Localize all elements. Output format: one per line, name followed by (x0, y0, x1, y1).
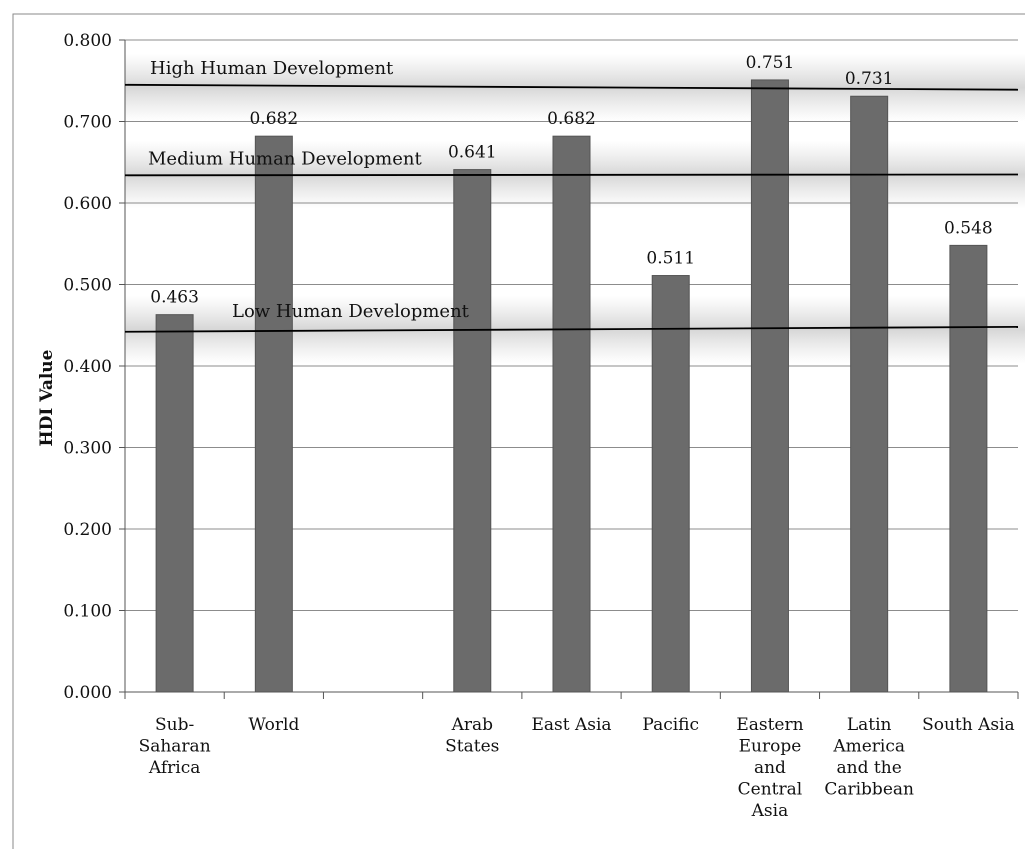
x-tick-label-line: Arab (451, 715, 494, 735)
x-tick-label-line: Eastern (736, 715, 803, 735)
x-tick-label-line: Pacific (642, 715, 699, 735)
bar (453, 169, 492, 693)
bar (949, 244, 988, 693)
y-tick-label: 0.700 (63, 113, 112, 133)
data-label: 0.682 (249, 109, 298, 129)
bars (155, 79, 988, 693)
bar (850, 95, 889, 693)
x-tick-label-line: Latin (847, 715, 892, 735)
data-label: 0.548 (944, 218, 993, 238)
bar (750, 79, 789, 693)
x-tick-label: Pacific (642, 715, 699, 735)
data-label: 0.463 (150, 288, 199, 308)
y-axis-label: HDI Value (37, 349, 57, 446)
bar (552, 135, 591, 693)
x-tick-labels: Sub-Saharan Africa World Arab States East Asi… (139, 715, 1015, 821)
data-labels: 0.463 0.682 0.641 0.682 0.511 0.751 0.731 0.548 (150, 53, 992, 308)
x-tick-label: South Asia (922, 715, 1015, 735)
x-tick-label: Arab States (445, 715, 499, 757)
reference-line-1 (124, 173, 1019, 177)
data-label: 0.511 (646, 249, 695, 269)
x-tick-label-line: Europe (739, 737, 802, 757)
y-tick-label: 0.400 (63, 357, 112, 377)
reference-line-label: Medium Human Development (148, 148, 422, 169)
data-label: 0.731 (845, 69, 894, 89)
x-tick-label: East Asia (531, 715, 611, 735)
x-tick-label-line: East Asia (531, 715, 611, 735)
data-label: 0.641 (448, 143, 497, 163)
x-tick-label-line: and the (837, 758, 902, 778)
reference-lines: High Human Development Medium Human Devel… (124, 58, 1019, 333)
reference-line-2 (124, 325, 1019, 333)
x-tick-label-line: Sub- (155, 715, 194, 735)
x-tick-label-line: Africa (148, 758, 201, 778)
y-tick-label: 0.200 (63, 520, 112, 540)
x-tick-label-line: South Asia (922, 715, 1015, 735)
x-tick-label-line: and (754, 758, 786, 778)
axes (119, 39, 1019, 699)
x-tick-label-line: Central (738, 780, 803, 800)
y-tick-labels: 0.000 0.100 0.200 0.300 0.400 0.500 0.600 0.700… (63, 31, 112, 703)
x-tick-label-line: Caribbean (824, 780, 914, 800)
y-tick-label: 0.000 (63, 683, 112, 703)
reference-line-0 (124, 83, 1019, 91)
data-label: 0.751 (746, 53, 795, 73)
x-tick-label: Sub-Saharan Africa (139, 715, 211, 778)
x-tick-label-line: America (832, 737, 905, 757)
y-tick-label: 0.300 (63, 439, 112, 459)
x-tick-label-line: States (445, 737, 499, 757)
y-tick-label: 0.800 (63, 31, 112, 51)
x-tick-label-line: Asia (751, 801, 789, 821)
y-tick-label: 0.100 (63, 602, 112, 622)
reference-line-label: High Human Development (150, 58, 394, 79)
x-tick-label: Latin America and the Caribbean (824, 715, 914, 800)
bar (651, 275, 690, 693)
y-tick-label: 0.500 (63, 276, 112, 296)
x-tick-label-line: Saharan (139, 737, 211, 757)
x-tick-label: Eastern Europe and Central Asia (736, 715, 803, 821)
data-label: 0.682 (547, 109, 596, 129)
x-tick-label: World (248, 715, 299, 735)
bar (155, 314, 194, 693)
bar (254, 135, 293, 693)
x-tick-label-line: World (248, 715, 299, 735)
reference-line-label: Low Human Development (232, 301, 470, 322)
y-tick-label: 0.600 (63, 194, 112, 214)
